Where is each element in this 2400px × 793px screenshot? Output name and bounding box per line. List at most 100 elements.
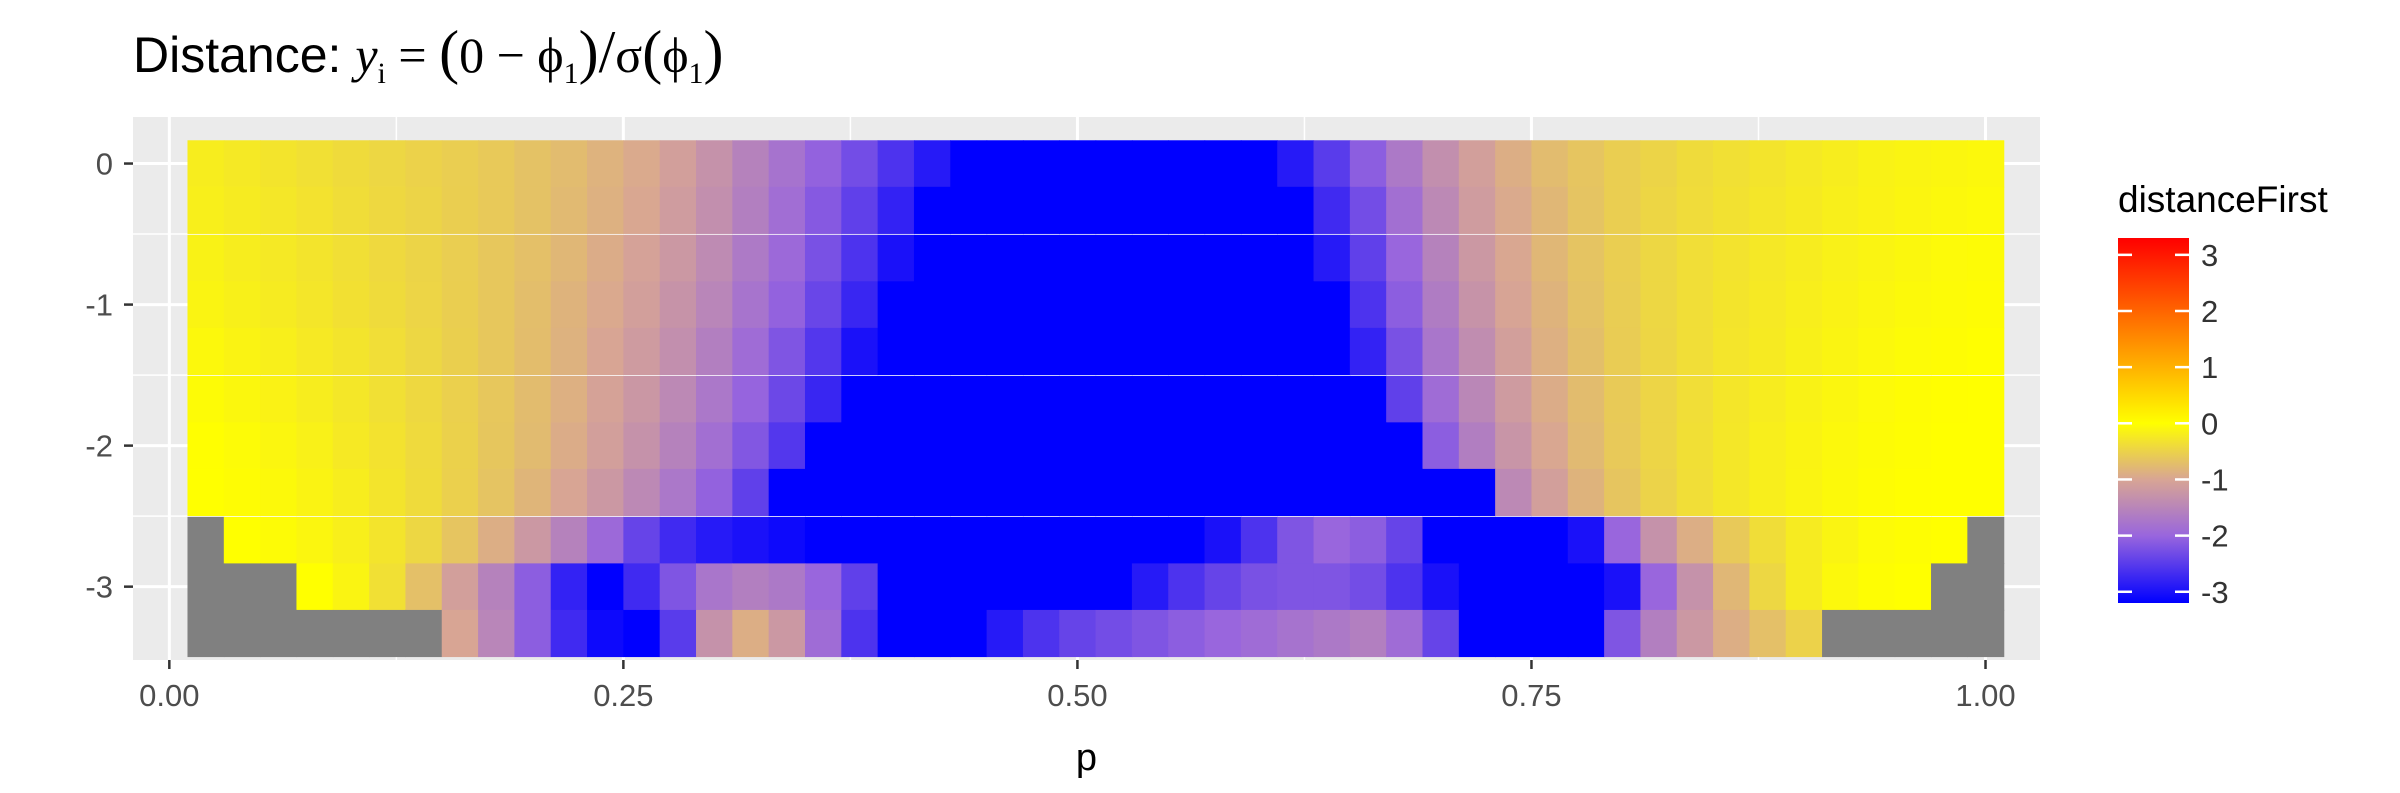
heatmap-cell	[1131, 468, 1169, 517]
heatmap-cell	[1131, 609, 1169, 658]
heatmap-cell	[1059, 609, 1097, 658]
heatmap-cell	[659, 375, 697, 423]
heatmap-cell	[296, 375, 334, 423]
heatmap-cell	[1604, 375, 1642, 423]
heatmap-cell	[1022, 140, 1060, 188]
formula-subscript-1: 1	[563, 57, 579, 90]
heatmap-cell	[587, 327, 624, 375]
heatmap-cell	[1713, 234, 1751, 282]
heatmap-cell	[1022, 609, 1060, 658]
legend-tick-label: -1	[2201, 462, 2229, 497]
heatmap-cell	[1894, 281, 1932, 329]
heatmap-cell	[441, 186, 479, 234]
heatmap-cell	[804, 375, 842, 423]
heatmap-cell	[332, 375, 370, 423]
heatmap-cell	[1858, 327, 1896, 375]
heatmap-cell	[1059, 422, 1097, 470]
heatmap-cell	[841, 186, 879, 234]
heatmap-cell	[1095, 563, 1133, 611]
heatmap-cell	[1640, 609, 1678, 658]
heatmap-cell	[1059, 327, 1097, 375]
heatmap-cell	[623, 468, 661, 517]
heatmap-cell	[877, 468, 915, 517]
heatmap-cell	[587, 140, 624, 188]
heatmap-cell	[1894, 327, 1932, 375]
heatmap-cell	[1386, 327, 1424, 375]
heatmap-cell	[1422, 186, 1460, 234]
heatmap-cell	[1749, 609, 1787, 658]
heatmap-cell	[1131, 327, 1169, 375]
chart-title-prefix: Distance:	[133, 27, 356, 83]
heatmap-cell	[1822, 234, 1859, 282]
heatmap-cell	[1931, 422, 1968, 470]
heatmap-cell	[913, 609, 951, 658]
heatmap-cell	[1822, 468, 1859, 517]
heatmap-cell	[913, 140, 951, 188]
heatmap-cell	[1749, 563, 1787, 611]
heatmap-cell	[1967, 468, 2005, 517]
heatmap-cell	[441, 327, 479, 375]
heatmap-cell	[1931, 186, 1968, 234]
heatmap-cell	[478, 468, 515, 517]
y-tick-label: -3	[85, 570, 113, 605]
heatmap-cell	[1931, 234, 1968, 282]
heatmap-cell	[260, 281, 298, 329]
heatmap-cell	[1022, 234, 1060, 282]
heatmap-cell	[514, 140, 552, 188]
heatmap-cell	[1277, 375, 1315, 423]
heatmap-cell	[332, 468, 370, 517]
heatmap-cell	[1931, 375, 1968, 423]
heatmap-cell	[950, 234, 988, 282]
heatmap-cell	[1640, 140, 1678, 188]
heatmap-cell	[841, 468, 879, 517]
heatmap-cell	[1567, 234, 1605, 282]
heatmap-cell	[405, 516, 443, 564]
heatmap-cell	[1931, 563, 1968, 611]
formula-y: y	[355, 27, 378, 83]
heatmap-cell	[1495, 516, 1533, 564]
heatmap-cell	[732, 468, 770, 517]
heatmap-cell	[877, 186, 915, 234]
heatmap-cell	[1713, 140, 1751, 188]
heatmap-cell	[1495, 422, 1533, 470]
heatmap-cell	[804, 140, 842, 188]
heatmap-cell	[1785, 609, 1823, 658]
heatmap-cell	[1931, 516, 1968, 564]
heatmap-cell	[1095, 186, 1133, 234]
heatmap-cell	[369, 468, 407, 517]
heatmap-cell	[1640, 327, 1678, 375]
heatmap-cell	[623, 422, 661, 470]
heatmap-cell	[1168, 327, 1206, 375]
heatmap-cell	[1785, 563, 1823, 611]
heatmap-cell	[986, 516, 1024, 564]
heatmap-cell	[1785, 140, 1823, 188]
x-tick-label: 0.75	[1501, 678, 1561, 713]
heatmap-cell	[1349, 563, 1387, 611]
heatmap-cell	[1749, 468, 1787, 517]
heatmap-cell	[1894, 422, 1932, 470]
heatmap-cell	[1422, 327, 1460, 375]
heatmap-cell	[623, 140, 661, 188]
heatmap-cell	[1495, 281, 1533, 329]
heatmap-cell	[1277, 468, 1315, 517]
heatmap-cell	[296, 609, 334, 658]
chart-title: Distance: yi = (0 − ϕ1)/σ(ϕ1)	[133, 18, 724, 91]
heatmap-cell	[369, 234, 407, 282]
heatmap-cell	[1640, 234, 1678, 282]
heatmap-cell	[587, 468, 624, 517]
heatmap-cell	[1567, 327, 1605, 375]
heatmap-cell	[550, 327, 588, 375]
legend-ticks: 3 2 1 0 -1 -2 -3	[2118, 238, 2229, 610]
heatmap-cell	[1204, 609, 1242, 658]
heatmap-cell	[1531, 516, 1569, 564]
heatmap-cell	[1204, 281, 1242, 329]
heatmap-cell	[1822, 140, 1859, 188]
heatmap-cell	[1313, 281, 1351, 329]
heatmap-cell	[1204, 186, 1242, 234]
heatmap-cell	[405, 609, 443, 658]
heatmap-cell	[187, 186, 225, 234]
heatmap-cell	[1422, 516, 1460, 564]
heatmap-cell	[804, 186, 842, 234]
heatmap-cell	[913, 186, 951, 234]
heatmap-cell	[1495, 327, 1533, 375]
